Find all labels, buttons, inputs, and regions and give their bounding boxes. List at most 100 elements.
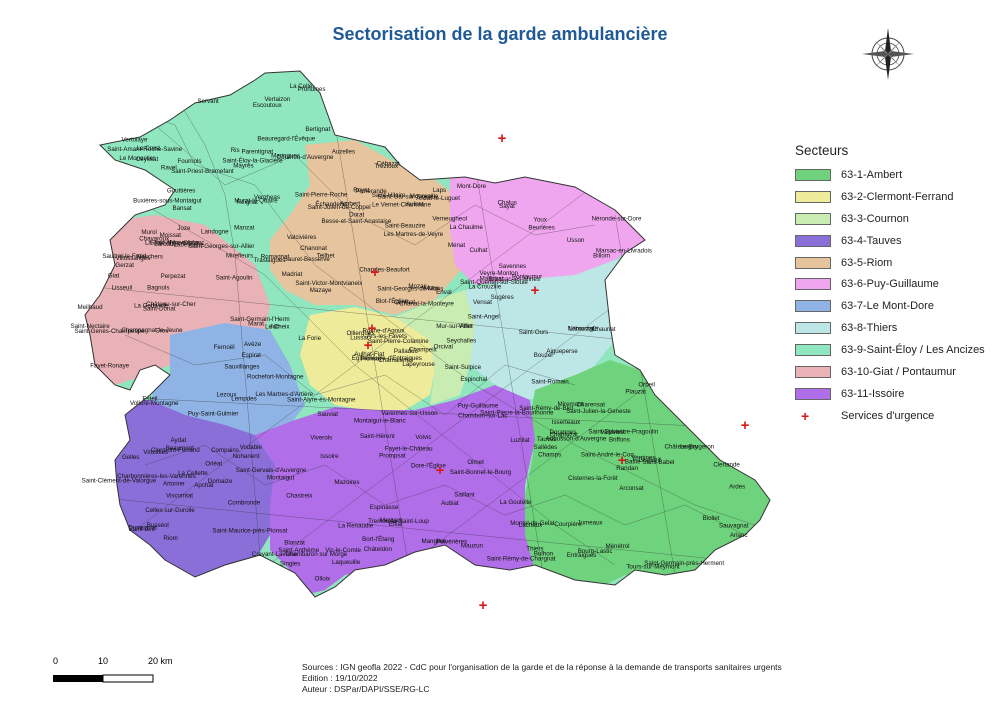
- commune-label: Le Cheix: [265, 324, 290, 331]
- commune-label: Saint-Babel: [642, 459, 674, 466]
- commune-label: Chambon-sur-Lac: [458, 412, 508, 419]
- commune-label: Enval: [436, 289, 451, 296]
- commune-label: Sauret-Besserve: [284, 256, 331, 263]
- emergency-cross-icon: +: [801, 407, 810, 424]
- commune-label: Saint-Hilaire: [372, 192, 406, 199]
- commune-label: Viverols: [310, 434, 332, 441]
- commune-label: Meilhaud: [77, 304, 103, 311]
- commune-label: Vergheas: [254, 194, 280, 201]
- commune-label: Besse-et-Saint-Anastaise: [321, 218, 391, 225]
- commune-label: Sauviat: [317, 411, 338, 418]
- legend-label: 63-3-Cournon: [841, 212, 909, 225]
- commune-label: Château-sur-Cher: [146, 301, 196, 308]
- commune-label: Rochefort-Montagne: [247, 374, 304, 381]
- legend-label: 63-7-Le Mont-Dore: [841, 300, 934, 313]
- commune-label: Lamontgie: [569, 325, 598, 332]
- commune-label: La Chaulme: [450, 224, 484, 231]
- commune-label: Valbeleix: [600, 429, 626, 436]
- commune-label: Jumeaux: [578, 519, 604, 526]
- commune-label: Saint-Agoulin: [216, 275, 253, 282]
- commune-label: Arconsat: [619, 485, 644, 492]
- commune-label: Orcival: [434, 344, 453, 351]
- commune-label: Néronde-sur-Dore: [592, 216, 642, 223]
- commune-label: Le Vernet-Chaméane: [372, 201, 431, 208]
- commune-label: Cunlhat: [394, 299, 416, 306]
- commune-label: Tauves: [537, 436, 557, 443]
- commune-label: Saint-Clément-de-Valorgue: [82, 478, 157, 485]
- commune-label: Saint-Pierre-Roche: [295, 191, 348, 198]
- commune-label: Aubusson-d'Auvergne: [546, 435, 607, 442]
- commune-label: Mayres: [233, 162, 253, 169]
- commune-label: Perpezat: [161, 273, 186, 280]
- commune-label: Vollore-Montagne: [130, 400, 179, 407]
- commune-label: La Cellette: [178, 470, 208, 477]
- commune-label: Mur-sur-Allier: [436, 323, 473, 330]
- commune-label: Madriat: [282, 271, 303, 278]
- commune-label: Traslaigues: [254, 257, 286, 264]
- commune-label: Royat: [353, 187, 369, 194]
- commune-label: Saint-Sylvestre-Pragoulin: [588, 429, 658, 436]
- commune-label: Grandrif: [638, 457, 661, 464]
- commune-label: La Celle: [290, 83, 313, 90]
- emergency-service-marker: +: [436, 462, 445, 479]
- commune-label: Blot-l'Église: [376, 298, 409, 305]
- commune-label: Baffie: [625, 458, 641, 465]
- emergency-service-marker: +: [368, 320, 377, 337]
- commune-label: Olliergues: [346, 330, 374, 337]
- commune-label: Combronde: [228, 500, 261, 507]
- commune-label: Ambert: [340, 201, 360, 208]
- commune-label: Laps: [433, 187, 446, 194]
- commune-label: Seychalles: [446, 338, 476, 345]
- commune-label: Dore-l'Église: [411, 463, 446, 470]
- commune-label: Saint-Rémy-de-Blot: [519, 405, 573, 412]
- commune-label: Mauzun: [461, 543, 484, 550]
- commune-label: Billom: [593, 253, 610, 260]
- commune-label: Savennes: [499, 263, 527, 270]
- commune-label: Labessette: [173, 242, 204, 249]
- commune-label: Lapeyrouse: [402, 361, 435, 368]
- commune-label: Messeix: [380, 517, 404, 524]
- commune-label: Bourg-Lastic: [578, 548, 613, 555]
- commune-label: Esteil: [142, 396, 157, 403]
- commune-label: Ceyssat: [136, 156, 159, 163]
- commune-label: Saulzet-le-Froid: [102, 253, 146, 260]
- commune-label: Veyre-Monton: [480, 270, 519, 277]
- commune-label: Vertolaye: [122, 136, 148, 143]
- legend-swatch: [795, 278, 831, 291]
- compass-rose-icon: [862, 28, 914, 80]
- commune-label: Fayet-Ronaye: [90, 362, 129, 369]
- commune-label: Vertaizon: [264, 96, 290, 103]
- commune-label: Palladuc: [394, 348, 418, 355]
- commune-label: Maringues: [271, 152, 300, 159]
- commune-label: Espinasse: [370, 504, 399, 511]
- commune-label: Murat-le-Quaire: [234, 198, 278, 205]
- commune-label: Aulnat: [406, 201, 424, 208]
- commune-label: Thiers: [526, 545, 543, 552]
- commune-label: Nohanent: [233, 453, 260, 460]
- commune-label: Saint-Éloy-la-Glacière: [222, 158, 283, 165]
- commune-label: Gerzat: [115, 262, 134, 269]
- commune-label: Fernoël: [214, 344, 235, 351]
- commune-label: Tours-sur-Meymont: [626, 563, 680, 570]
- commune-label: Bagnols: [147, 285, 169, 292]
- commune-label: Bort-l'Étang: [362, 536, 395, 543]
- commune-label: Effiat: [389, 521, 403, 528]
- commune-label: Saint-Hérent: [360, 433, 395, 440]
- commune-label: Montaigut: [267, 474, 294, 481]
- commune-label: Pionsat: [361, 355, 382, 362]
- commune-label: Miremont: [558, 401, 584, 408]
- commune-label: Issoire: [320, 453, 339, 460]
- commune-label: Luzillat: [510, 437, 530, 444]
- commune-label: Saint-Nectaire: [70, 323, 110, 330]
- commune-label: Chambaron sur Morge: [285, 551, 347, 558]
- commune-label: Lisseuil: [112, 284, 133, 291]
- legend-item: 63-7-Le Mont-Dore: [795, 295, 995, 317]
- commune-label: Buxières-sous-Montaigut: [133, 198, 202, 205]
- commune-label: Ravel: [161, 164, 177, 171]
- commune-label: Apchat: [194, 482, 214, 489]
- commune-label: Lezoux: [217, 391, 238, 398]
- commune-label: Montel-de-Gelat: [510, 520, 555, 527]
- commune-label: Saint-Bonnet-le-Bourg: [450, 469, 512, 476]
- emergency-service-marker: +: [371, 264, 380, 281]
- commune-label: Pulvérières: [436, 539, 467, 546]
